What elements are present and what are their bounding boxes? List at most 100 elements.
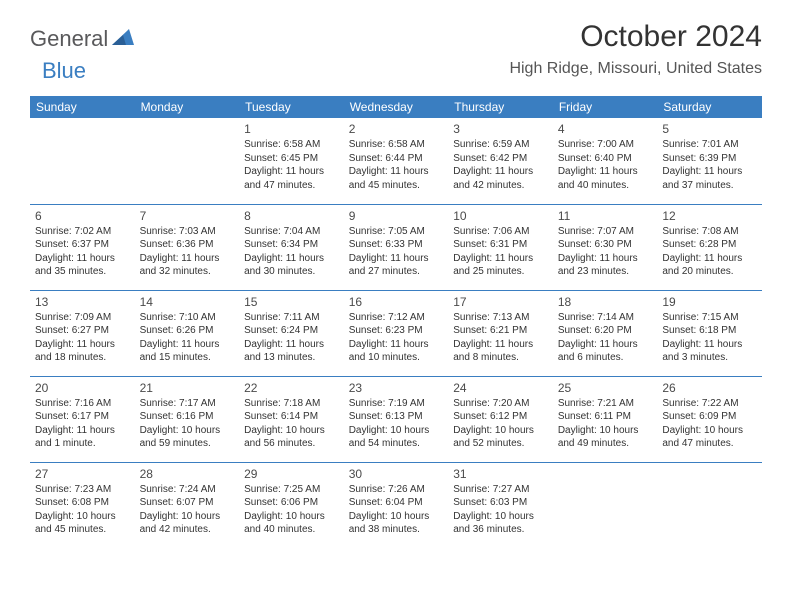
day-number: 30 bbox=[349, 466, 444, 482]
daylight-text: Daylight: 11 hours bbox=[558, 338, 653, 352]
day-number: 15 bbox=[244, 294, 339, 310]
calendar-cell: 22Sunrise: 7:18 AMSunset: 6:14 PMDayligh… bbox=[239, 376, 344, 462]
sunset-text: Sunset: 6:17 PM bbox=[35, 410, 130, 424]
calendar-cell: 11Sunrise: 7:07 AMSunset: 6:30 PMDayligh… bbox=[553, 204, 658, 290]
sunrise-text: Sunrise: 6:58 AM bbox=[244, 138, 339, 152]
sunset-text: Sunset: 6:09 PM bbox=[662, 410, 757, 424]
calendar-cell: 27Sunrise: 7:23 AMSunset: 6:08 PMDayligh… bbox=[30, 462, 135, 548]
sunset-text: Sunset: 6:21 PM bbox=[453, 324, 548, 338]
day-number: 4 bbox=[558, 121, 653, 137]
day-number: 28 bbox=[140, 466, 235, 482]
calendar-cell: 10Sunrise: 7:06 AMSunset: 6:31 PMDayligh… bbox=[448, 204, 553, 290]
calendar-row: 27Sunrise: 7:23 AMSunset: 6:08 PMDayligh… bbox=[30, 462, 762, 548]
sunrise-text: Sunrise: 7:00 AM bbox=[558, 138, 653, 152]
sunset-text: Sunset: 6:44 PM bbox=[349, 152, 444, 166]
daylight-text: and 8 minutes. bbox=[453, 351, 548, 365]
sunrise-text: Sunrise: 6:58 AM bbox=[349, 138, 444, 152]
daylight-text: and 40 minutes. bbox=[244, 523, 339, 537]
calendar-cell: 24Sunrise: 7:20 AMSunset: 6:12 PMDayligh… bbox=[448, 376, 553, 462]
daylight-text: Daylight: 11 hours bbox=[349, 165, 444, 179]
calendar-cell: 29Sunrise: 7:25 AMSunset: 6:06 PMDayligh… bbox=[239, 462, 344, 548]
sunset-text: Sunset: 6:13 PM bbox=[349, 410, 444, 424]
sunrise-text: Sunrise: 7:02 AM bbox=[35, 225, 130, 239]
calendar-cell: 3Sunrise: 6:59 AMSunset: 6:42 PMDaylight… bbox=[448, 118, 553, 204]
daylight-text: and 23 minutes. bbox=[558, 265, 653, 279]
sunrise-text: Sunrise: 7:26 AM bbox=[349, 483, 444, 497]
daylight-text: and 42 minutes. bbox=[140, 523, 235, 537]
day-number: 17 bbox=[453, 294, 548, 310]
daylight-text: Daylight: 10 hours bbox=[662, 424, 757, 438]
page-title: October 2024 bbox=[509, 20, 762, 54]
sunrise-text: Sunrise: 7:25 AM bbox=[244, 483, 339, 497]
calendar-cell: 5Sunrise: 7:01 AMSunset: 6:39 PMDaylight… bbox=[657, 118, 762, 204]
col-tuesday: Tuesday bbox=[239, 96, 344, 118]
day-number: 20 bbox=[35, 380, 130, 396]
calendar-cell bbox=[30, 118, 135, 204]
calendar-cell: 6Sunrise: 7:02 AMSunset: 6:37 PMDaylight… bbox=[30, 204, 135, 290]
sunset-text: Sunset: 6:42 PM bbox=[453, 152, 548, 166]
sunrise-text: Sunrise: 7:23 AM bbox=[35, 483, 130, 497]
daylight-text: Daylight: 10 hours bbox=[140, 424, 235, 438]
calendar-cell bbox=[135, 118, 240, 204]
daylight-text: Daylight: 11 hours bbox=[349, 338, 444, 352]
sunset-text: Sunset: 6:20 PM bbox=[558, 324, 653, 338]
sunset-text: Sunset: 6:34 PM bbox=[244, 238, 339, 252]
calendar-cell: 21Sunrise: 7:17 AMSunset: 6:16 PMDayligh… bbox=[135, 376, 240, 462]
col-monday: Monday bbox=[135, 96, 240, 118]
sunset-text: Sunset: 6:18 PM bbox=[662, 324, 757, 338]
day-number: 2 bbox=[349, 121, 444, 137]
col-thursday: Thursday bbox=[448, 96, 553, 118]
calendar-cell: 12Sunrise: 7:08 AMSunset: 6:28 PMDayligh… bbox=[657, 204, 762, 290]
sunset-text: Sunset: 6:33 PM bbox=[349, 238, 444, 252]
calendar-cell: 19Sunrise: 7:15 AMSunset: 6:18 PMDayligh… bbox=[657, 290, 762, 376]
col-sunday: Sunday bbox=[30, 96, 135, 118]
sunset-text: Sunset: 6:30 PM bbox=[558, 238, 653, 252]
daylight-text: and 20 minutes. bbox=[662, 265, 757, 279]
calendar-row: 13Sunrise: 7:09 AMSunset: 6:27 PMDayligh… bbox=[30, 290, 762, 376]
calendar-cell: 30Sunrise: 7:26 AMSunset: 6:04 PMDayligh… bbox=[344, 462, 449, 548]
daylight-text: Daylight: 10 hours bbox=[349, 424, 444, 438]
sunrise-text: Sunrise: 7:20 AM bbox=[453, 397, 548, 411]
sunset-text: Sunset: 6:12 PM bbox=[453, 410, 548, 424]
day-number: 5 bbox=[662, 121, 757, 137]
calendar-cell: 18Sunrise: 7:14 AMSunset: 6:20 PMDayligh… bbox=[553, 290, 658, 376]
daylight-text: Daylight: 10 hours bbox=[244, 510, 339, 524]
calendar-cell: 13Sunrise: 7:09 AMSunset: 6:27 PMDayligh… bbox=[30, 290, 135, 376]
calendar-cell: 1Sunrise: 6:58 AMSunset: 6:45 PMDaylight… bbox=[239, 118, 344, 204]
sunrise-text: Sunrise: 7:17 AM bbox=[140, 397, 235, 411]
sunset-text: Sunset: 6:23 PM bbox=[349, 324, 444, 338]
sunrise-text: Sunrise: 7:09 AM bbox=[35, 311, 130, 325]
logo-text-blue: Blue bbox=[42, 58, 86, 84]
sunset-text: Sunset: 6:16 PM bbox=[140, 410, 235, 424]
day-number: 24 bbox=[453, 380, 548, 396]
sunrise-text: Sunrise: 7:13 AM bbox=[453, 311, 548, 325]
daylight-text: Daylight: 10 hours bbox=[558, 424, 653, 438]
daylight-text: Daylight: 11 hours bbox=[453, 252, 548, 266]
daylight-text: Daylight: 11 hours bbox=[35, 338, 130, 352]
daylight-text: and 42 minutes. bbox=[453, 179, 548, 193]
day-number: 3 bbox=[453, 121, 548, 137]
calendar-row: 20Sunrise: 7:16 AMSunset: 6:17 PMDayligh… bbox=[30, 376, 762, 462]
daylight-text: Daylight: 11 hours bbox=[558, 165, 653, 179]
location-subtitle: High Ridge, Missouri, United States bbox=[509, 60, 762, 78]
daylight-text: and 54 minutes. bbox=[349, 437, 444, 451]
sunset-text: Sunset: 6:08 PM bbox=[35, 496, 130, 510]
day-number: 14 bbox=[140, 294, 235, 310]
daylight-text: Daylight: 11 hours bbox=[453, 338, 548, 352]
sunrise-text: Sunrise: 7:27 AM bbox=[453, 483, 548, 497]
daylight-text: Daylight: 11 hours bbox=[662, 252, 757, 266]
col-saturday: Saturday bbox=[657, 96, 762, 118]
sunset-text: Sunset: 6:06 PM bbox=[244, 496, 339, 510]
sunset-text: Sunset: 6:45 PM bbox=[244, 152, 339, 166]
calendar-row: 6Sunrise: 7:02 AMSunset: 6:37 PMDaylight… bbox=[30, 204, 762, 290]
day-number: 6 bbox=[35, 208, 130, 224]
col-wednesday: Wednesday bbox=[344, 96, 449, 118]
calendar-cell: 23Sunrise: 7:19 AMSunset: 6:13 PMDayligh… bbox=[344, 376, 449, 462]
day-number: 16 bbox=[349, 294, 444, 310]
daylight-text: Daylight: 11 hours bbox=[35, 424, 130, 438]
calendar-cell: 31Sunrise: 7:27 AMSunset: 6:03 PMDayligh… bbox=[448, 462, 553, 548]
sunrise-text: Sunrise: 7:24 AM bbox=[140, 483, 235, 497]
sunrise-text: Sunrise: 7:11 AM bbox=[244, 311, 339, 325]
sunrise-text: Sunrise: 7:19 AM bbox=[349, 397, 444, 411]
daylight-text: Daylight: 10 hours bbox=[244, 424, 339, 438]
